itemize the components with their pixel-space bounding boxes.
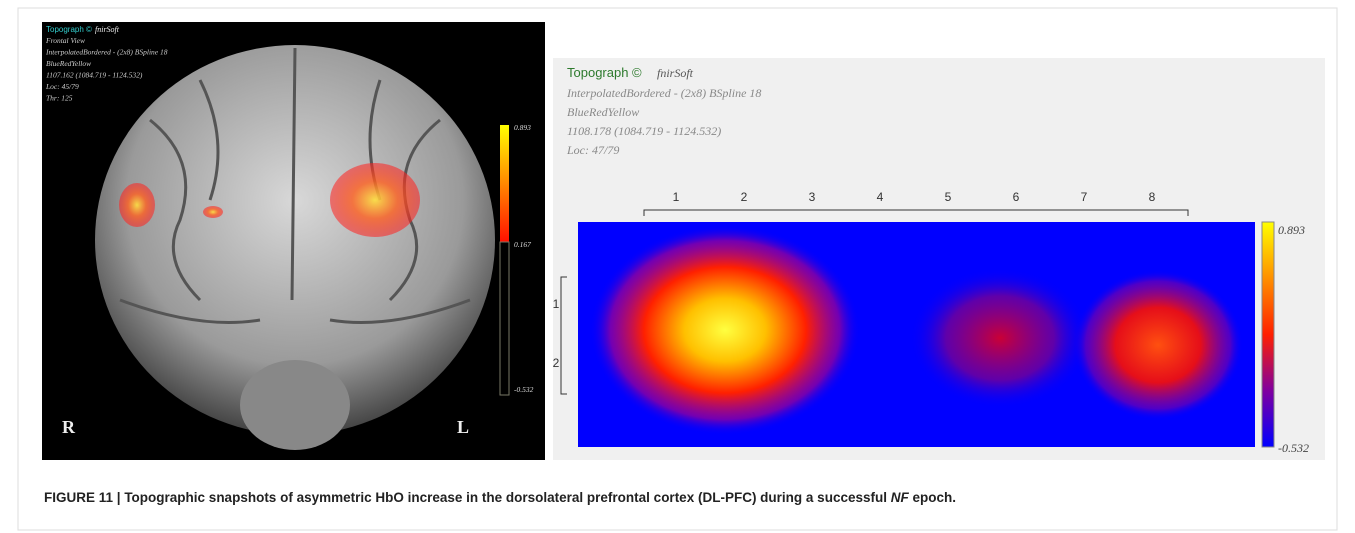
- column-label: 7: [1081, 190, 1088, 204]
- brainstem: [240, 360, 350, 450]
- side-label: R: [62, 417, 76, 437]
- column-label: 2: [741, 190, 748, 204]
- info-line: 1107.162 (1084.719 - 1124.532): [46, 71, 143, 80]
- app-name: Topograph ©: [567, 65, 642, 80]
- hot-spot: [203, 206, 223, 218]
- heat-blob: [1073, 270, 1243, 420]
- info-line: InterpolatedBordered - (2x8) BSpline 18: [566, 86, 761, 100]
- row-label: 1: [553, 297, 560, 311]
- hot-spot: [119, 183, 155, 227]
- column-label: 8: [1149, 190, 1156, 204]
- info-line: Loc: 47/79: [566, 143, 619, 157]
- colorbar-label: -0.532: [514, 385, 534, 394]
- figure-frame: [17, 7, 1338, 531]
- column-label: 5: [945, 190, 952, 204]
- brain: [95, 45, 495, 435]
- info-line: BlueRedYellow: [567, 105, 639, 119]
- colorbar-label: -0.532: [1278, 441, 1309, 455]
- app-brand: fnirSoft: [95, 25, 120, 34]
- column-label: 1: [673, 190, 680, 204]
- caption-label: FIGURE 11 |: [44, 490, 121, 505]
- colorbar-label: 0.167: [514, 240, 531, 249]
- heat-blob: [590, 225, 860, 435]
- colorbar-outline: [499, 241, 510, 396]
- caption-text: epoch.: [908, 490, 956, 505]
- side-label: L: [457, 417, 469, 437]
- hot-spot: [330, 163, 420, 237]
- heat-blob: [910, 268, 1090, 408]
- caption-emphasis: NF: [890, 490, 909, 505]
- info-line: Thr: 125: [46, 94, 73, 103]
- column-label: 3: [809, 190, 816, 204]
- column-label: 4: [877, 190, 884, 204]
- colorbar: [1261, 221, 1275, 448]
- info-line: BlueRedYellow: [46, 59, 91, 68]
- app-brand: fnirSoft: [657, 66, 694, 80]
- colorbar-label: 0.893: [514, 123, 531, 132]
- channel-brackets: [560, 209, 1189, 395]
- column-label: 6: [1013, 190, 1020, 204]
- info-line: Frontal View: [45, 36, 85, 45]
- info-line: Loc: 45/79: [45, 82, 79, 91]
- info-line: 1108.178 (1084.719 - 1124.532): [567, 124, 721, 138]
- info-line: InterpolatedBordered - (2x8) BSpline 18: [45, 48, 168, 57]
- caption-text: Topographic snapshots of asymmetric HbO …: [120, 490, 891, 505]
- row-label: 2: [553, 356, 560, 370]
- colorbar-label: 0.893: [1278, 223, 1305, 237]
- app-name: Topograph ©: [46, 25, 92, 34]
- caption: FIGURE 11 | Topographic snapshots of asy…: [44, 488, 1334, 508]
- colorbar: [500, 125, 509, 242]
